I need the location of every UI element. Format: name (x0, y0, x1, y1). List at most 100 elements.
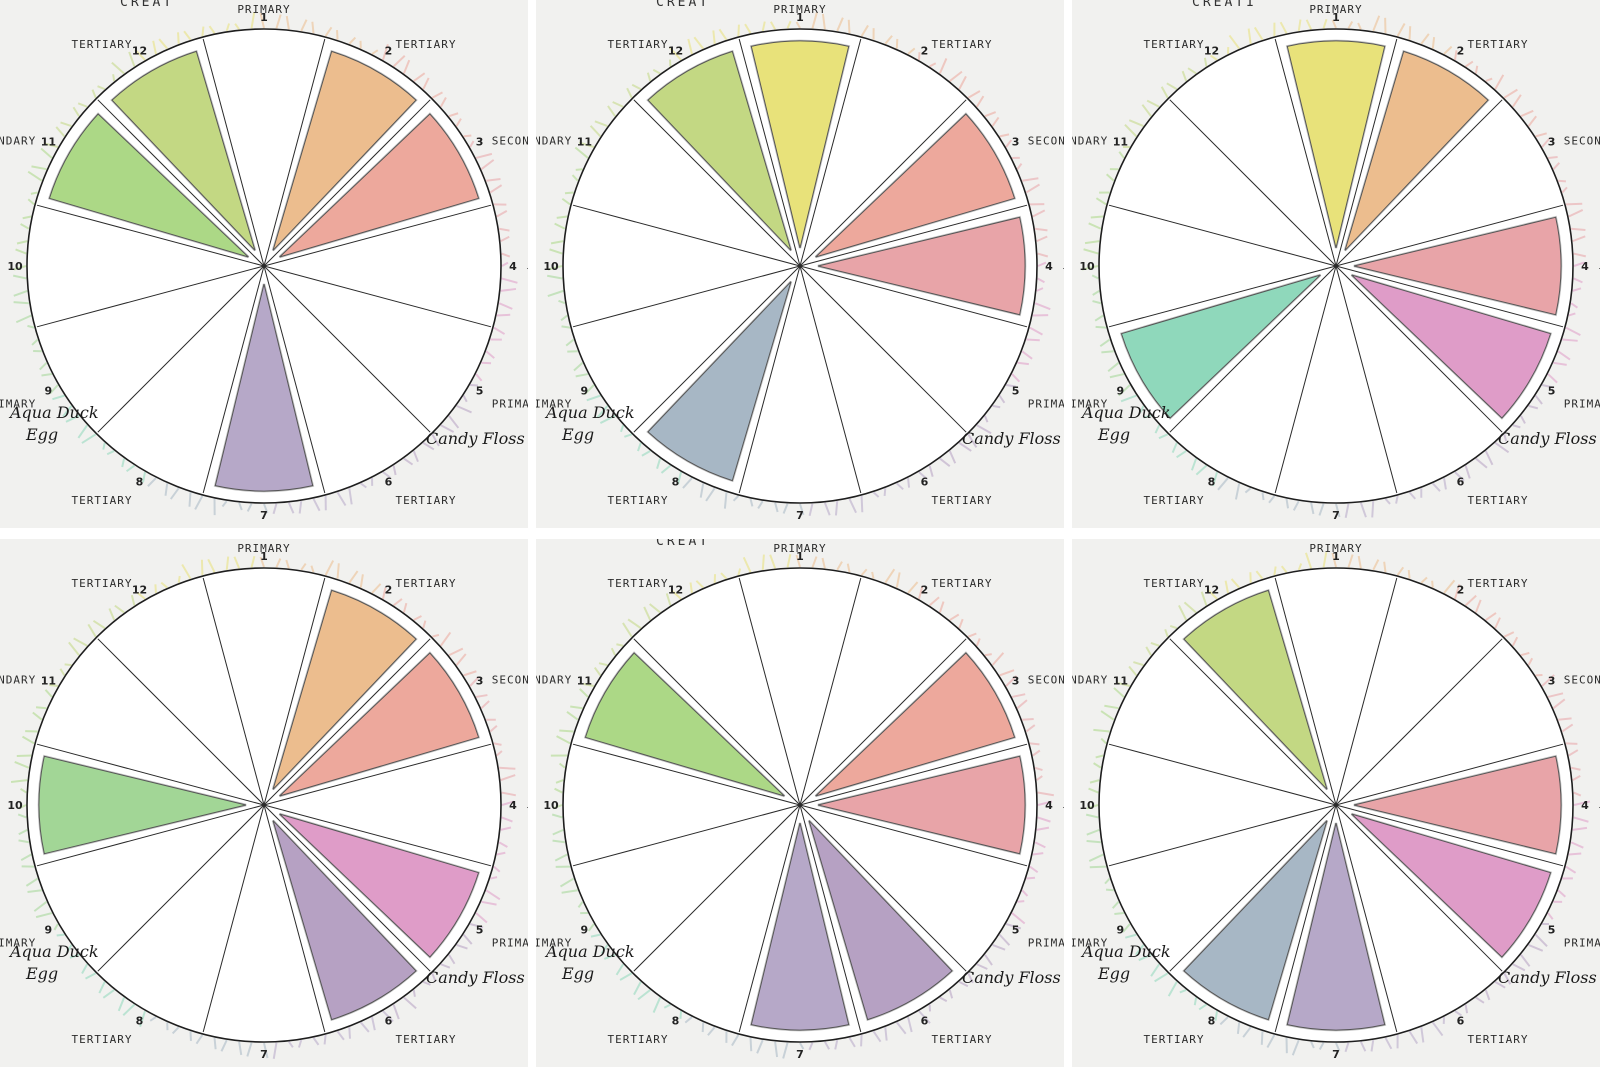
paint-bleed-mark (603, 953, 616, 960)
paint-bleed-mark (731, 1034, 740, 1047)
paint-bleed-mark (1026, 876, 1036, 880)
paint-bleed-mark (1143, 414, 1152, 419)
paint-bleed-mark (73, 637, 88, 647)
paint-bleed-mark (77, 102, 88, 108)
segment-number-4: 4 (1581, 260, 1589, 273)
paint-swatch-segment-3 (815, 652, 1016, 797)
segment-divider (202, 577, 265, 806)
paint-bleed-mark (1005, 923, 1022, 930)
paint-bleed-mark (21, 735, 35, 745)
segment-divider (1335, 804, 1503, 972)
paint-bleed-mark (1565, 202, 1583, 206)
paint-bleed-mark (152, 40, 157, 55)
paint-bleed-mark (1128, 665, 1138, 677)
paint-bleed-mark (1420, 576, 1428, 584)
paint-bleed-mark (1086, 804, 1099, 810)
paint-bleed-mark (589, 125, 602, 138)
paint-bleed-mark (336, 491, 347, 507)
paint-swatch-segment-11 (584, 652, 785, 797)
paint-bleed-mark (590, 933, 601, 938)
segment-divider (263, 804, 326, 1033)
paint-bleed-mark (250, 12, 256, 29)
paint-bleed-mark (1206, 588, 1218, 600)
paint-bleed-mark (31, 338, 39, 346)
paint-bleed-mark (496, 851, 506, 856)
segment-divider (799, 804, 1028, 867)
segment-number-10: 10 (7, 799, 23, 812)
paint-bleed-mark (976, 963, 988, 970)
paint-bleed-mark (895, 38, 899, 49)
sheet-header: CREAT (120, 0, 174, 10)
paint-bleed-mark (1395, 495, 1399, 504)
segment-type-label-2: TERTIARY (396, 38, 457, 51)
paint-bleed-mark (1527, 657, 1534, 666)
segment-divider (263, 265, 326, 494)
segment-number-4: 4 (1581, 799, 1589, 812)
paint-bleed-mark (598, 662, 608, 667)
segment-number-6: 6 (921, 476, 929, 489)
paint-bleed-mark (27, 324, 35, 329)
paint-swatch-segment-9 (1120, 274, 1321, 419)
paint-bleed-mark (907, 1016, 913, 1033)
paint-swatch-segment-2 (272, 50, 417, 251)
segment-divider (36, 265, 265, 328)
paint-bleed-mark (1431, 1021, 1444, 1037)
paint-bleed-mark (1558, 179, 1567, 183)
paint-bleed-mark (883, 488, 887, 497)
paint-bleed-mark (1128, 119, 1144, 128)
segment-number-11: 11 (577, 136, 592, 149)
segment-number-8: 8 (136, 1015, 144, 1028)
paint-bleed-mark (498, 302, 513, 310)
paint-bleed-mark (626, 87, 633, 99)
segment-type-label-10: TERTIARY (536, 266, 537, 279)
paint-bleed-mark (469, 140, 475, 148)
paint-bleed-mark (984, 954, 993, 966)
paint-bleed-mark (1100, 710, 1115, 721)
paint-bleed-mark (177, 575, 181, 583)
paint-bleed-mark (371, 1016, 376, 1031)
segment-type-label-9: PRIMARY (0, 937, 36, 950)
paint-swatch-segment-7 (750, 822, 850, 1031)
paint-bleed-mark (1534, 933, 1548, 947)
paint-bleed-mark (836, 17, 844, 32)
paint-bleed-mark (19, 787, 27, 794)
paint-bleed-mark (1568, 749, 1579, 757)
handwritten-paint-name-right: Candy Floss (962, 968, 1061, 987)
segment-divider (799, 204, 1028, 267)
paint-bleed-mark (213, 1037, 217, 1050)
paint-bleed-mark (633, 981, 642, 996)
paint-bleed-mark (1260, 1031, 1264, 1045)
paint-swatch-segment-4 (817, 216, 1026, 316)
paint-bleed-mark (669, 47, 682, 61)
paint-bleed-mark (671, 590, 682, 600)
segment-number-9: 9 (45, 385, 53, 398)
paint-bleed-mark (992, 404, 1001, 409)
segment-type-label-11: SECONDARY (1072, 674, 1108, 687)
paint-bleed-mark (392, 55, 406, 68)
paint-bleed-mark (1318, 503, 1325, 516)
paint-bleed-mark (860, 568, 868, 576)
paint-bleed-mark (392, 465, 397, 476)
paint-bleed-mark (1572, 287, 1582, 292)
paint-bleed-mark (1145, 646, 1152, 656)
paint-bleed-mark (1465, 60, 1474, 68)
paint-bleed-mark (1100, 737, 1107, 745)
paint-bleed-mark (1037, 277, 1045, 284)
segment-divider (36, 204, 265, 267)
paint-bleed-mark (1209, 54, 1218, 61)
paint-bleed-mark (687, 38, 693, 55)
paint-bleed-mark (967, 632, 977, 638)
segment-number-4: 4 (509, 799, 517, 812)
paint-bleed-mark (938, 58, 948, 74)
paint-bleed-mark (1084, 240, 1100, 245)
paint-bleed-mark (1547, 373, 1558, 384)
segment-divider (1335, 265, 1564, 328)
paint-bleed-mark (1310, 502, 1315, 515)
paint-bleed-mark (998, 933, 1011, 946)
paint-bleed-mark (1093, 728, 1110, 733)
segment-number-8: 8 (672, 1015, 680, 1028)
paint-bleed-mark (1085, 813, 1099, 819)
paint-bleed-mark (27, 170, 43, 182)
segment-number-12: 12 (132, 583, 147, 596)
paint-bleed-mark (757, 500, 764, 509)
